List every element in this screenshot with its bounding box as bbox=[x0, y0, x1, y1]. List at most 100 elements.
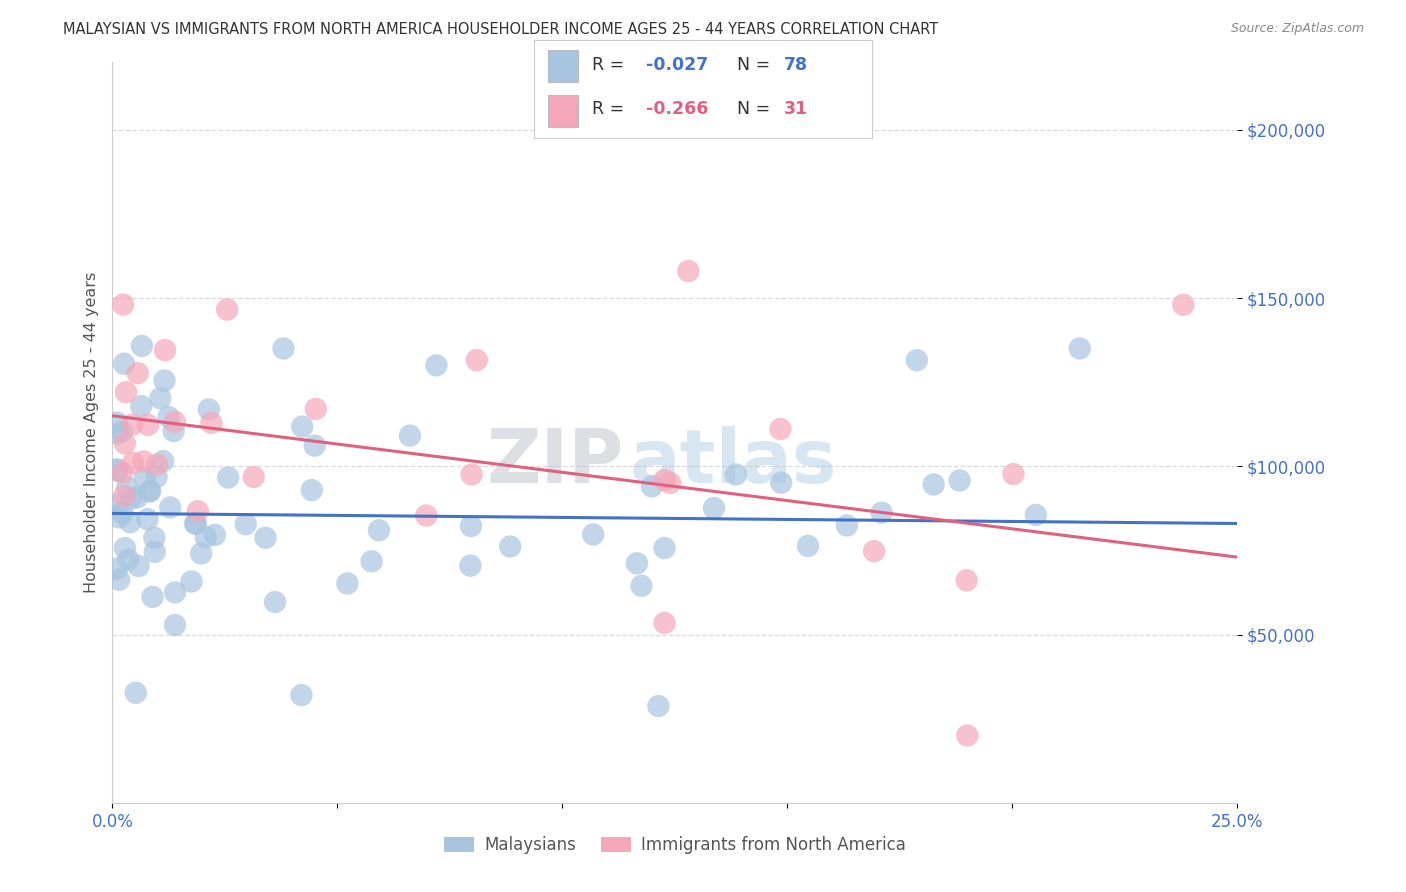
Point bbox=[641, 479, 664, 493]
Text: MALAYSIAN VS IMMIGRANTS FROM NORTH AMERICA HOUSEHOLDER INCOME AGES 25 - 44 YEARS: MALAYSIAN VS IMMIGRANTS FROM NORTH AMERI… bbox=[63, 22, 939, 37]
Point bbox=[120, 491, 142, 506]
Text: R =: R = bbox=[592, 100, 624, 119]
Point bbox=[242, 470, 264, 484]
Point bbox=[264, 595, 287, 609]
Point bbox=[138, 484, 160, 499]
Point bbox=[1025, 508, 1047, 522]
Point bbox=[108, 573, 131, 587]
Point bbox=[162, 424, 184, 438]
Point bbox=[112, 357, 135, 371]
Point bbox=[273, 342, 295, 356]
Point bbox=[145, 470, 167, 484]
Point bbox=[105, 464, 128, 478]
Text: 31: 31 bbox=[785, 100, 808, 119]
Point bbox=[870, 506, 893, 520]
Point bbox=[304, 439, 326, 453]
Text: -0.266: -0.266 bbox=[645, 100, 709, 119]
Point bbox=[368, 523, 391, 537]
Point bbox=[112, 297, 135, 311]
Point bbox=[703, 501, 725, 516]
Point bbox=[139, 484, 162, 499]
Point bbox=[157, 409, 180, 424]
Point bbox=[425, 359, 447, 373]
Legend: Malaysians, Immigrants from North America: Malaysians, Immigrants from North Americ… bbox=[437, 830, 912, 861]
Point bbox=[200, 416, 222, 430]
Point bbox=[1173, 298, 1195, 312]
Text: atlas: atlas bbox=[630, 425, 837, 499]
Point bbox=[905, 353, 928, 368]
Point bbox=[194, 530, 217, 544]
Point bbox=[111, 466, 134, 480]
Point bbox=[184, 516, 207, 531]
Point bbox=[460, 467, 482, 482]
Point bbox=[863, 544, 886, 558]
Point bbox=[105, 561, 128, 575]
Text: -0.027: -0.027 bbox=[645, 56, 707, 74]
Point bbox=[724, 467, 747, 482]
Point bbox=[647, 699, 669, 714]
Point bbox=[360, 554, 382, 568]
Point bbox=[117, 480, 139, 494]
Point bbox=[143, 531, 166, 545]
Point bbox=[125, 686, 148, 700]
Text: Source: ZipAtlas.com: Source: ZipAtlas.com bbox=[1230, 22, 1364, 36]
Point bbox=[336, 576, 359, 591]
Bar bbox=[548, 95, 578, 128]
Point bbox=[1002, 467, 1025, 481]
Point bbox=[654, 615, 676, 630]
Point bbox=[105, 498, 128, 512]
Point bbox=[184, 516, 207, 531]
Point bbox=[290, 688, 312, 702]
Point bbox=[149, 391, 172, 405]
Point bbox=[190, 547, 212, 561]
Point bbox=[659, 475, 682, 490]
Point bbox=[1069, 342, 1091, 356]
Point bbox=[134, 471, 156, 485]
Point bbox=[797, 539, 820, 553]
Point bbox=[835, 518, 858, 533]
Point bbox=[254, 531, 277, 545]
Text: ZIP: ZIP bbox=[486, 425, 624, 499]
Point bbox=[131, 339, 153, 353]
Point bbox=[128, 558, 150, 573]
Point bbox=[582, 527, 605, 541]
Point bbox=[115, 385, 138, 400]
Point bbox=[291, 419, 314, 434]
Text: N =: N = bbox=[737, 56, 770, 74]
Point bbox=[415, 508, 437, 523]
Point bbox=[626, 557, 648, 571]
Point bbox=[143, 545, 166, 559]
Point bbox=[217, 470, 239, 484]
Point bbox=[121, 417, 143, 432]
Point bbox=[105, 426, 128, 441]
Point bbox=[153, 343, 176, 357]
Point bbox=[146, 458, 169, 472]
Point bbox=[460, 558, 482, 573]
Point bbox=[142, 590, 165, 604]
Point bbox=[198, 402, 221, 417]
Point bbox=[956, 574, 979, 588]
Point bbox=[127, 366, 149, 380]
Point bbox=[136, 512, 159, 526]
Point bbox=[922, 477, 945, 491]
Point bbox=[956, 729, 979, 743]
Point bbox=[111, 506, 134, 520]
Text: R =: R = bbox=[592, 56, 624, 74]
Point bbox=[117, 552, 139, 566]
Point bbox=[770, 475, 793, 490]
Point bbox=[122, 456, 145, 470]
Point bbox=[136, 417, 159, 432]
Point bbox=[129, 399, 152, 413]
Point bbox=[163, 415, 186, 429]
Text: 78: 78 bbox=[785, 56, 808, 74]
Point bbox=[165, 585, 187, 599]
Point bbox=[127, 491, 149, 505]
Point bbox=[460, 519, 482, 533]
Point bbox=[120, 515, 142, 529]
Point bbox=[187, 504, 209, 518]
Point bbox=[114, 541, 136, 555]
Point bbox=[204, 528, 226, 542]
Point bbox=[678, 264, 700, 278]
Point bbox=[630, 579, 652, 593]
Point bbox=[235, 517, 257, 532]
